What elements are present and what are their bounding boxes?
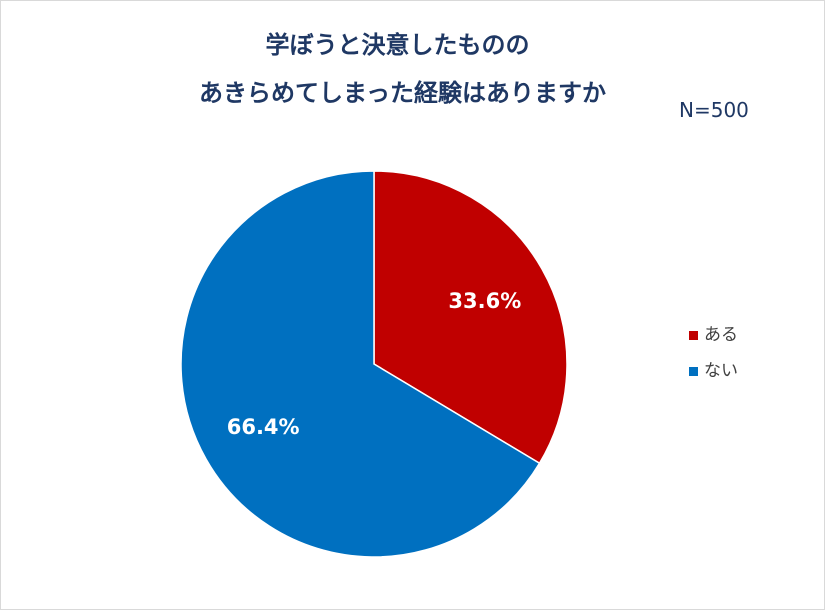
legend-swatch-nai <box>689 366 698 376</box>
legend-item-aru: ある <box>689 323 738 347</box>
pie-slice-0 <box>373 170 568 465</box>
pie-slice-label-0: 33.6% <box>448 289 521 313</box>
legend-item-nai: ない <box>689 359 738 383</box>
sample-size-label: N=500 <box>679 98 749 122</box>
legend-swatch-aru <box>689 330 698 340</box>
chart-title-line-2: あきらめてしまった経験はありますか <box>198 79 607 107</box>
chart-legend: ある ない <box>689 323 738 395</box>
legend-label-aru: ある <box>704 325 738 345</box>
pie-slice-1 <box>180 170 541 558</box>
pie-slice-label-1: 66.4% <box>227 415 300 439</box>
legend-label-nai: ない <box>704 361 738 381</box>
chart-title-line-1: 学ぼうと決意したものの <box>265 31 530 59</box>
